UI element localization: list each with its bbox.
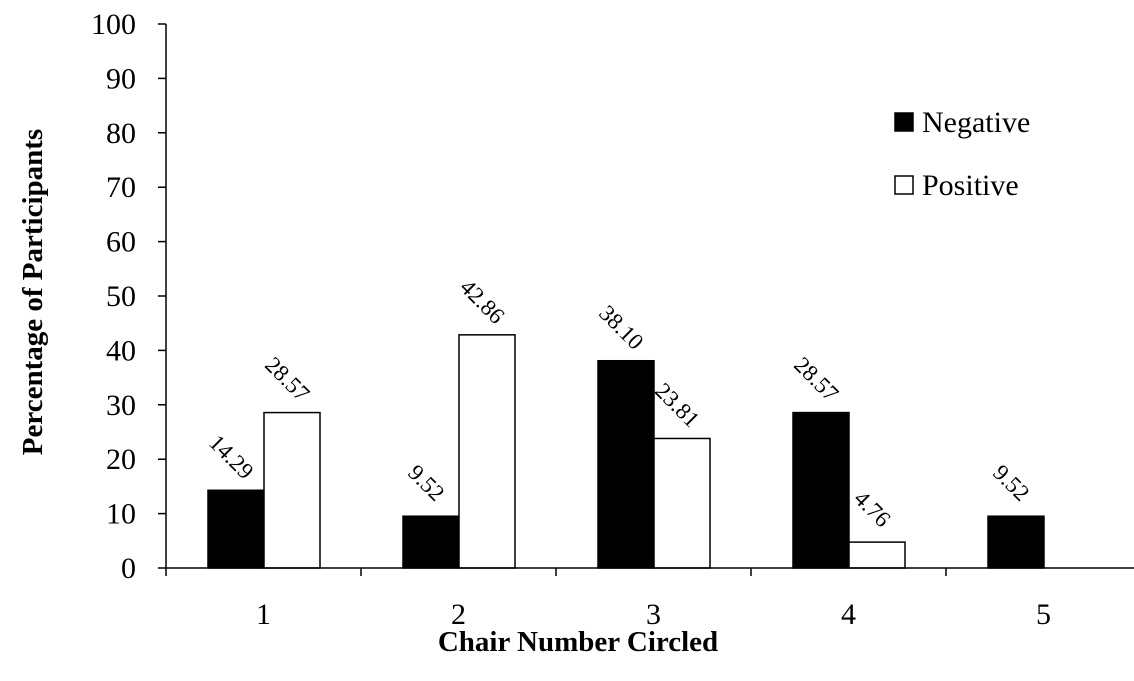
y-tick-label: 10 <box>106 498 136 531</box>
bar-positive-1 <box>263 411 321 569</box>
data-label-positive-2: 42.86 <box>455 274 509 328</box>
y-tick-label: 100 <box>91 8 136 41</box>
legend: Negative Positive <box>894 106 1030 202</box>
bars <box>207 334 1045 569</box>
y-tick-label: 30 <box>106 389 136 422</box>
bar-negative-1 <box>207 489 265 569</box>
x-tick-label: 1 <box>256 598 271 631</box>
x-tick-label: 4 <box>841 598 856 631</box>
data-label-positive-4: 4.76 <box>849 486 895 532</box>
legend-label-positive: Positive <box>922 169 1019 202</box>
x-tick-label: 2 <box>451 598 466 631</box>
data-label-negative-5: 9.52 <box>988 460 1034 506</box>
x-axis-title: Chair Number Circled <box>438 626 718 658</box>
y-tick-label: 50 <box>106 280 136 313</box>
data-label-positive-1: 28.57 <box>260 352 314 406</box>
y-tick-label: 80 <box>106 117 136 150</box>
bar-negative-3 <box>597 359 655 569</box>
y-tick-label: 0 <box>121 552 136 585</box>
y-tick-label: 60 <box>106 226 136 259</box>
legend-swatch-positive <box>894 175 914 195</box>
legend-label-negative: Negative <box>922 106 1030 139</box>
y-axis-title: Percentage of Participants <box>17 129 49 455</box>
y-axis-ticks: 0 10 20 30 40 50 60 70 80 90 100 <box>91 8 166 585</box>
data-label-positive-3: 23.81 <box>650 378 704 432</box>
data-label-negative-3: 38.10 <box>594 300 648 354</box>
y-tick-label: 90 <box>106 62 136 95</box>
legend-swatch-negative <box>894 112 914 132</box>
bar-negative-5 <box>987 515 1045 569</box>
x-tick-label: 3 <box>646 598 661 631</box>
data-label-negative-4: 28.57 <box>789 352 843 406</box>
data-label-negative-2: 9.52 <box>403 460 449 506</box>
bar-positive-2 <box>458 334 516 569</box>
data-label-negative-1: 14.29 <box>204 430 258 484</box>
y-tick-label: 70 <box>106 171 136 204</box>
y-tick-label: 20 <box>106 443 136 476</box>
y-tick-label: 40 <box>106 334 136 367</box>
bar-positive-4 <box>848 541 906 569</box>
axes <box>165 24 1134 569</box>
x-axis-ticks: 1 2 3 4 5 <box>165 568 1051 631</box>
bar-positive-3 <box>653 437 711 569</box>
bar-negative-2 <box>402 515 460 569</box>
x-tick-label: 5 <box>1036 598 1051 631</box>
bar-negative-4 <box>792 411 850 569</box>
